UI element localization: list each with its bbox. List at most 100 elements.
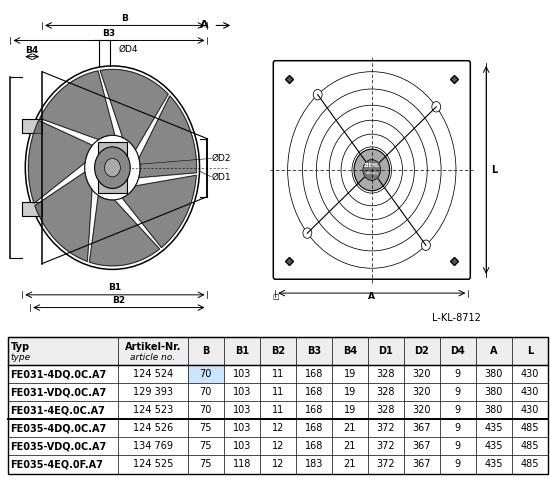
Text: B: B bbox=[122, 14, 128, 23]
Text: 21: 21 bbox=[344, 423, 356, 433]
Text: 320: 320 bbox=[412, 369, 431, 379]
Text: B4: B4 bbox=[26, 46, 39, 55]
Text: article no.: article no. bbox=[130, 353, 175, 362]
Text: 103: 103 bbox=[233, 423, 251, 433]
Text: 320: 320 bbox=[412, 387, 431, 397]
Text: 380: 380 bbox=[485, 369, 503, 379]
Text: B: B bbox=[202, 346, 210, 356]
Text: 435: 435 bbox=[485, 442, 503, 451]
Text: FE035-4DQ.0C.A7: FE035-4DQ.0C.A7 bbox=[10, 423, 107, 433]
Circle shape bbox=[303, 228, 312, 239]
Text: 124 526: 124 526 bbox=[133, 423, 173, 433]
Bar bbox=[8, 401, 548, 419]
Bar bbox=[23, 119, 42, 133]
Bar bbox=[8, 456, 548, 474]
Text: FE031-4EQ.0C.A7: FE031-4EQ.0C.A7 bbox=[10, 405, 106, 415]
Text: 129 393: 129 393 bbox=[133, 387, 173, 397]
Text: B2: B2 bbox=[271, 346, 285, 356]
Text: 70: 70 bbox=[200, 387, 212, 397]
Text: ØD4: ØD4 bbox=[118, 45, 138, 54]
Text: Artikel-Nr.: Artikel-Nr. bbox=[125, 342, 181, 352]
Text: 9: 9 bbox=[455, 405, 461, 415]
Circle shape bbox=[104, 159, 120, 177]
Text: A: A bbox=[368, 292, 375, 301]
Bar bbox=[8, 437, 548, 456]
Polygon shape bbox=[28, 120, 92, 203]
Text: 75: 75 bbox=[200, 459, 212, 469]
Text: 328: 328 bbox=[377, 405, 395, 415]
Text: 372: 372 bbox=[377, 442, 395, 451]
Text: FE035-4EQ.0F.A7: FE035-4EQ.0F.A7 bbox=[10, 459, 103, 469]
Text: 103: 103 bbox=[233, 387, 251, 397]
Text: 124 525: 124 525 bbox=[133, 459, 173, 469]
Polygon shape bbox=[90, 195, 160, 266]
Text: 70: 70 bbox=[200, 369, 212, 379]
Text: B1: B1 bbox=[235, 346, 249, 356]
Circle shape bbox=[421, 240, 430, 251]
Text: 168: 168 bbox=[305, 387, 323, 397]
Text: 75: 75 bbox=[200, 423, 212, 433]
Text: A: A bbox=[200, 21, 208, 31]
Text: 103: 103 bbox=[233, 405, 251, 415]
Text: 19: 19 bbox=[344, 369, 356, 379]
Text: ZIEHL
abegg: ZIEHL abegg bbox=[122, 400, 200, 443]
Text: 328: 328 bbox=[377, 387, 395, 397]
Text: 19: 19 bbox=[344, 387, 356, 397]
Bar bbox=[8, 365, 548, 383]
Text: ØD1: ØD1 bbox=[211, 172, 231, 182]
Text: 9: 9 bbox=[455, 442, 461, 451]
Text: 11: 11 bbox=[272, 387, 284, 397]
Text: 9: 9 bbox=[455, 369, 461, 379]
Text: 118: 118 bbox=[233, 459, 251, 469]
Text: 367: 367 bbox=[412, 459, 431, 469]
Circle shape bbox=[354, 149, 389, 191]
Text: 430: 430 bbox=[521, 405, 539, 415]
Text: 75: 75 bbox=[200, 442, 212, 451]
Bar bbox=[8, 383, 548, 401]
Text: ØD2: ØD2 bbox=[211, 154, 231, 163]
Text: 320: 320 bbox=[412, 405, 431, 415]
Text: 372: 372 bbox=[377, 459, 395, 469]
Text: 380: 380 bbox=[485, 387, 503, 397]
Text: □: □ bbox=[272, 294, 279, 300]
Text: L-KL-8712: L-KL-8712 bbox=[432, 313, 480, 323]
Text: 19: 19 bbox=[344, 405, 356, 415]
Bar bbox=[188, 365, 224, 383]
Text: B1: B1 bbox=[108, 283, 122, 292]
Circle shape bbox=[432, 102, 441, 112]
Text: B4: B4 bbox=[343, 346, 357, 356]
Text: 328: 328 bbox=[377, 369, 395, 379]
Text: D4: D4 bbox=[450, 346, 465, 356]
Text: 21: 21 bbox=[344, 459, 356, 469]
Text: 21: 21 bbox=[344, 442, 356, 451]
Text: B3: B3 bbox=[102, 29, 116, 38]
Polygon shape bbox=[122, 175, 196, 248]
Text: abegg: abegg bbox=[365, 171, 378, 175]
Text: 9: 9 bbox=[455, 423, 461, 433]
Text: 9: 9 bbox=[455, 459, 461, 469]
Text: 367: 367 bbox=[412, 423, 431, 433]
Text: 435: 435 bbox=[485, 459, 503, 469]
Text: FE035-VDQ.0C.A7: FE035-VDQ.0C.A7 bbox=[10, 442, 107, 451]
Polygon shape bbox=[40, 71, 115, 139]
Text: 12: 12 bbox=[272, 459, 284, 469]
Text: 11: 11 bbox=[272, 405, 284, 415]
Text: 12: 12 bbox=[272, 442, 284, 451]
Circle shape bbox=[314, 90, 322, 100]
Polygon shape bbox=[139, 96, 196, 178]
Circle shape bbox=[95, 147, 130, 188]
Text: 124 523: 124 523 bbox=[133, 405, 173, 415]
Text: 168: 168 bbox=[305, 442, 323, 451]
Text: 9: 9 bbox=[455, 387, 461, 397]
Text: 134 769: 134 769 bbox=[133, 442, 173, 451]
Text: 430: 430 bbox=[521, 387, 539, 397]
Text: 367: 367 bbox=[412, 442, 431, 451]
Text: 124 524: 124 524 bbox=[133, 369, 173, 379]
Bar bbox=[8, 337, 548, 474]
Text: FE031-VDQ.0C.A7: FE031-VDQ.0C.A7 bbox=[10, 387, 107, 397]
Text: D2: D2 bbox=[415, 346, 429, 356]
Text: 103: 103 bbox=[233, 442, 251, 451]
Text: ZIEHL: ZIEHL bbox=[364, 163, 380, 168]
Text: L: L bbox=[527, 346, 533, 356]
Circle shape bbox=[363, 160, 381, 181]
